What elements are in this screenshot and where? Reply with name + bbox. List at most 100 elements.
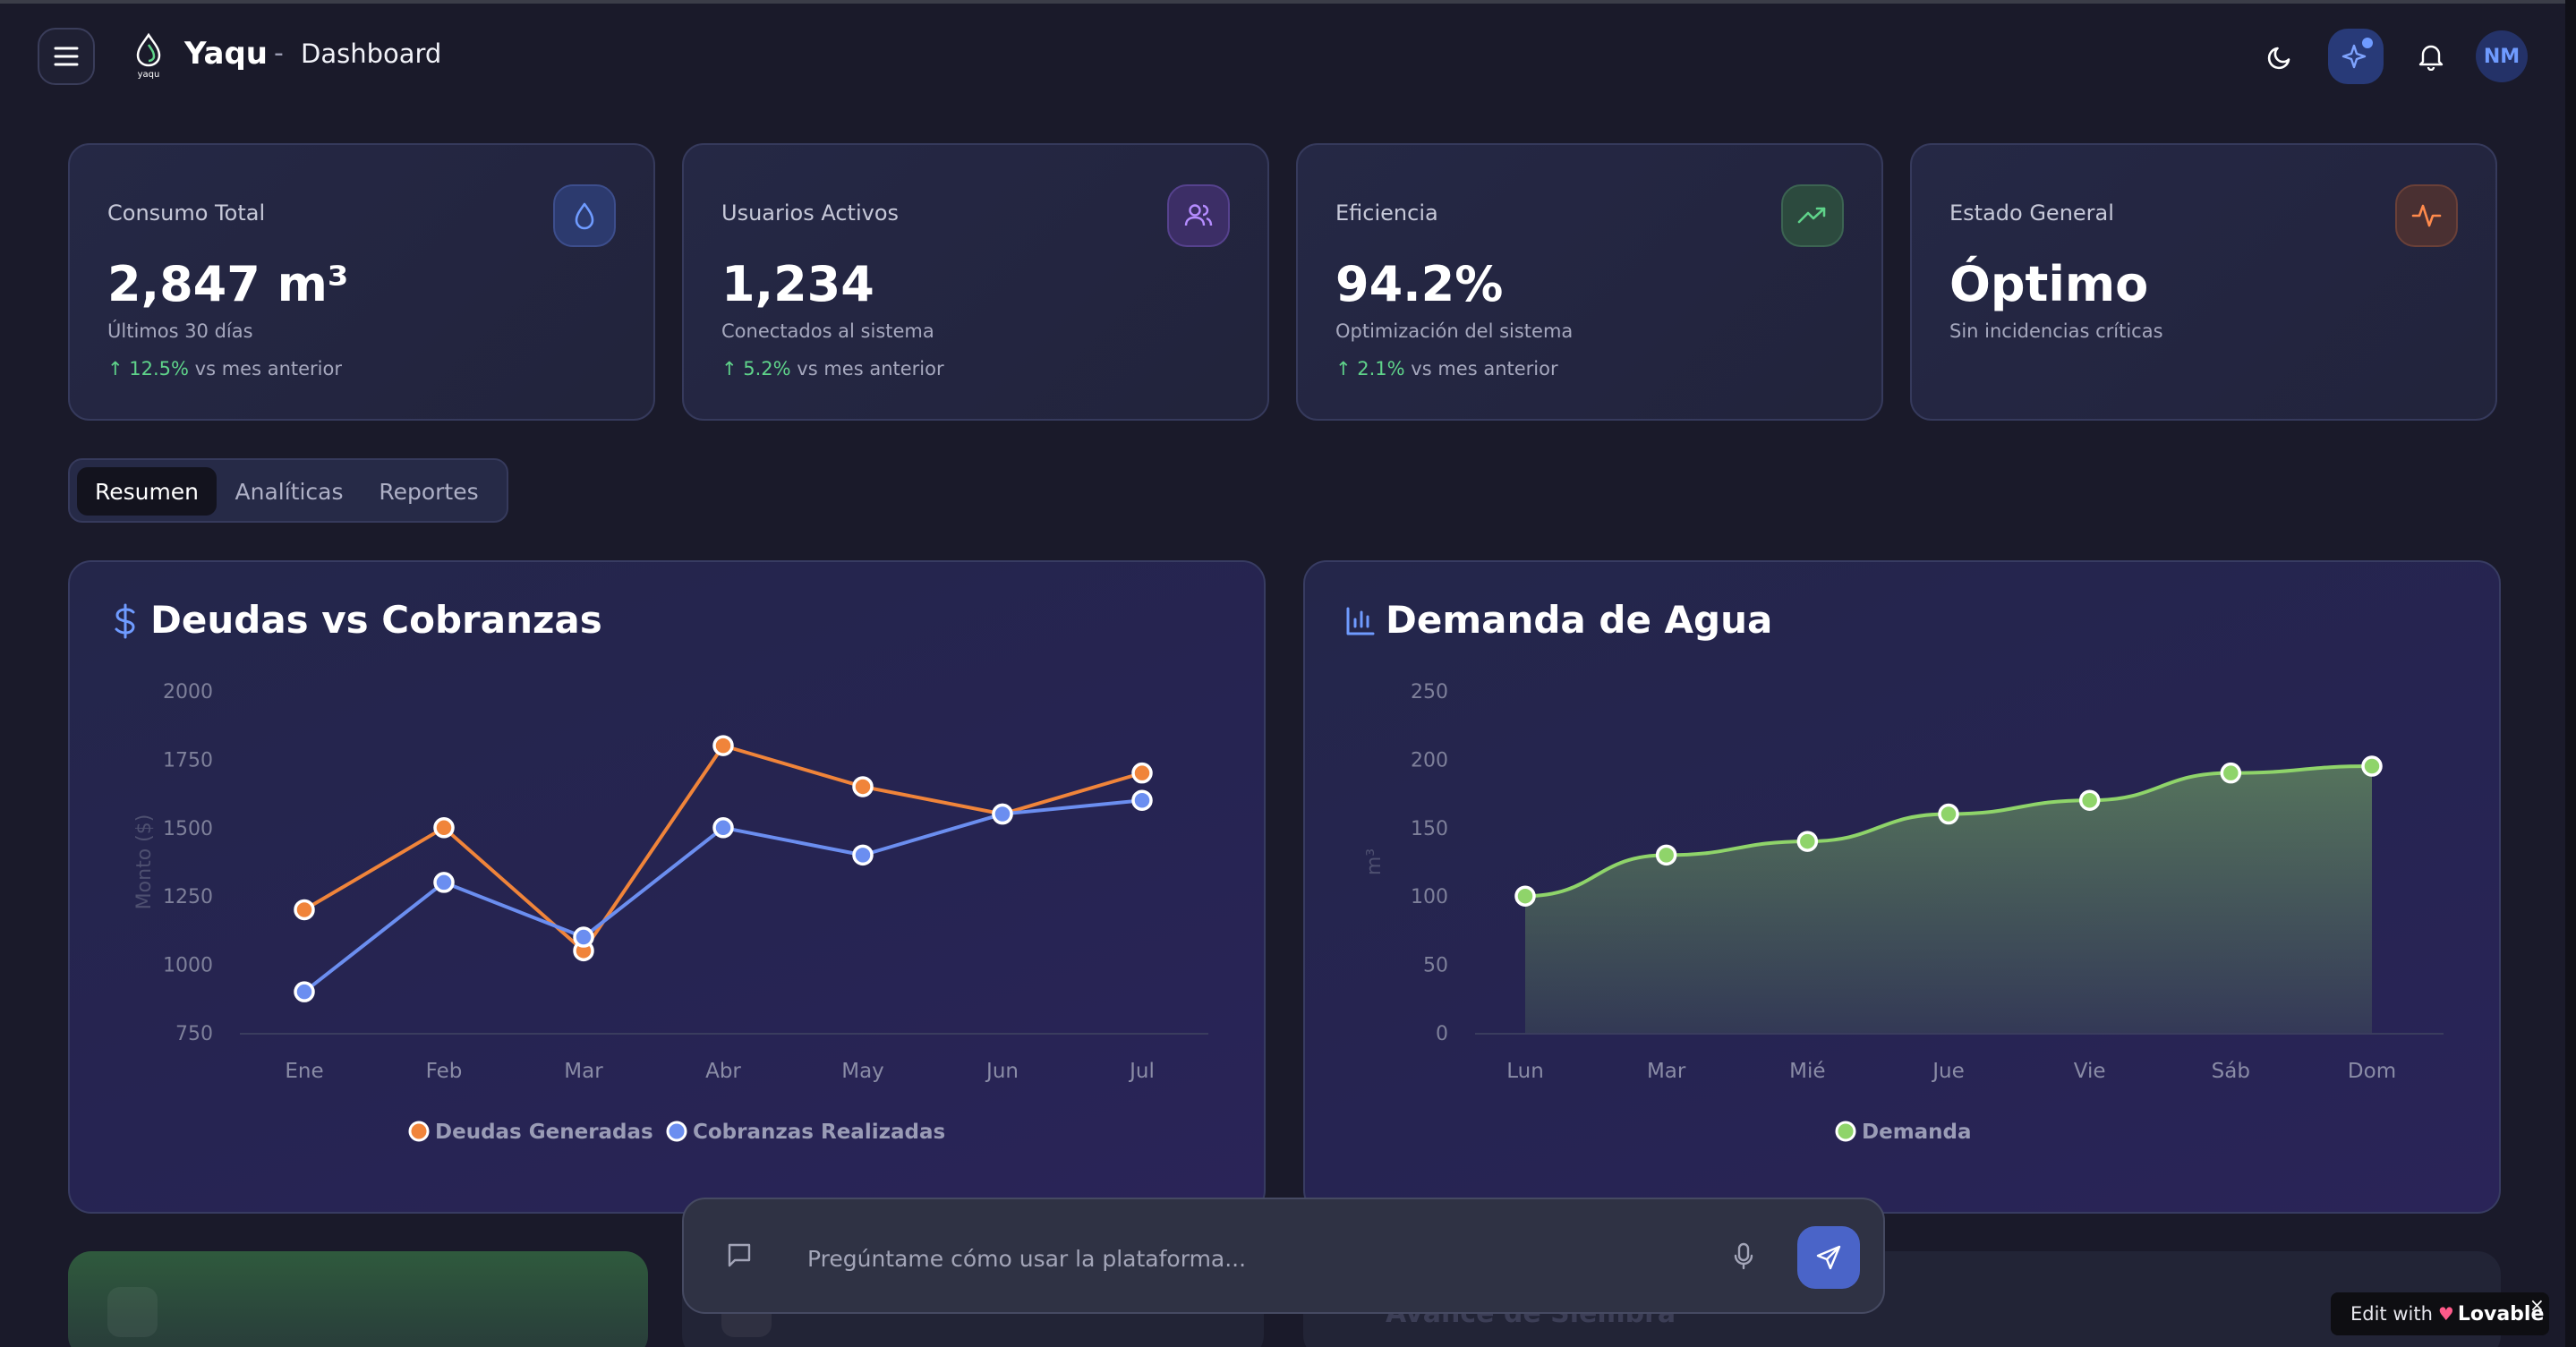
x-tick-label: Sáb [2212,1060,2250,1083]
lovable-heart-icon: ♥ [2437,1303,2454,1325]
trend-change: ↑ 5.2% [721,358,791,379]
notifications-button[interactable] [2403,29,2459,84]
send-button[interactable] [1797,1226,1860,1289]
series-line-0 [303,744,1143,953]
x-tick-label: Mar [1647,1060,1686,1083]
message-square-icon [728,1243,751,1267]
water-demand-chart-panel: Demanda de Agua 0 50 100 150 200 250 Lun Mar Mié… [1303,560,2501,1214]
stat-icon-box [2395,184,2458,247]
series-area [1525,766,2372,1033]
bar-chart-icon [1346,607,1375,635]
data-point [294,899,315,921]
stat-card-estado: Estado General Óptimo Sin incidencias cr… [1910,143,2497,421]
panel-title: Demanda de Agua [1386,598,1773,642]
data-point [2361,755,2383,777]
stat-subtitle: Conectados al sistema [721,320,934,342]
legend-marker [1835,1121,1856,1142]
badge-brand: Lovable [2457,1302,2545,1326]
stat-trend: ↑ 2.1% vs mes anterior [1335,358,1558,379]
y-tick-label: 150 [1411,818,1448,840]
stat-trend: ↑ 12.5% vs mes anterior [107,358,342,379]
x-tick-label: Vie [2074,1060,2106,1083]
data-point [1131,789,1153,811]
trend-change: ↑ 2.1% [1335,358,1405,379]
data-point [1655,844,1677,866]
y-tick-label: 1000 [163,955,213,977]
data-point [992,803,1013,825]
stat-title: Consumo Total [107,200,266,226]
sparkles-icon [2341,44,2367,69]
y-tick-label: 0 [1436,1023,1448,1045]
bottom-card-green [68,1251,648,1347]
trend-suffix: vs mes anterior [790,358,944,379]
y-tick-label: 50 [1423,955,1448,977]
window-top-border [0,0,2576,4]
stat-value: 1,234 [721,256,874,312]
debts-line-chart[interactable]: 750 1000 1250 1500 1750 2000 Ene Feb Mar Abr May Ju… [70,562,1266,1214]
yaqu-logo-icon[interactable]: yaqu [131,32,166,79]
stat-value: 94.2% [1335,256,1504,312]
brand-name[interactable]: Yaqu [184,36,268,72]
microphone-icon [1734,1242,1753,1270]
stat-card-eficiencia: Eficiencia 94.2% Optimización del sistem… [1296,143,1883,421]
page-title: Dashboard [301,38,442,69]
badge-close-button[interactable]: × [2529,1294,2545,1316]
trend-change: ↑ 12.5% [107,358,189,379]
tab-reportes[interactable]: Reportes [379,478,479,505]
x-tick-label: Dom [2348,1060,2396,1083]
notification-dot [2362,38,2373,48]
y-tick-label: 2000 [163,681,213,703]
y-tick-label: 200 [1411,749,1448,772]
x-tick-label: May [841,1060,884,1083]
tab-analiticas[interactable]: Analíticas [235,478,344,505]
trend-suffix: vs mes anterior [1404,358,1558,379]
chat-input[interactable] [807,1233,1488,1283]
stat-card-consumo: Consumo Total 2,847 m³ Últimos 30 días ↑… [68,143,655,421]
bell-icon [2418,45,2444,71]
data-point [852,776,874,797]
stat-card-usuarios: Usuarios Activos 1,234 Conectados al sis… [682,143,1269,421]
stat-subtitle: Últimos 30 días [107,320,253,342]
x-tick-label: Mar [564,1060,603,1083]
stat-icon-box [553,184,616,247]
data-point [852,844,874,866]
send-icon [1816,1245,1841,1270]
stat-value: 2,847 m³ [107,256,349,312]
legend-marker [666,1121,687,1142]
x-tick-label: Jun [985,1060,1019,1083]
x-tick-label: Abr [705,1060,741,1083]
file-icon [107,1287,158,1337]
droplet-icon [575,202,594,230]
theme-toggle-button[interactable] [2253,29,2308,84]
stat-subtitle: Optimización del sistema [1335,320,1574,342]
dollar-icon [115,603,135,639]
stat-trend: ↑ 5.2% vs mes anterior [721,358,944,379]
moon-icon [2267,47,2290,70]
legend-label: Demanda [1862,1121,1972,1144]
menu-button[interactable] [38,28,95,85]
x-tick-label: Mié [1789,1060,1825,1083]
data-point [2220,762,2242,784]
view-tabs: Resumen Analíticas Reportes [68,458,508,523]
data-point [2078,789,2101,811]
scrollbar-track[interactable] [2565,0,2576,1347]
data-point [433,817,455,839]
data-point [1514,885,1536,907]
x-tick-label: Feb [426,1060,463,1083]
users-icon [1184,204,1213,226]
tab-resumen[interactable]: Resumen [77,467,217,516]
edit-with-lovable-badge[interactable]: Edit with ♥ Lovable [2331,1292,2549,1335]
voice-input-button[interactable] [1729,1239,1758,1278]
y-tick-label: 750 [175,1023,213,1045]
user-avatar[interactable]: NM [2476,30,2528,82]
data-point [1938,803,1959,825]
badge-prefix: Edit with [2350,1303,2433,1325]
data-point [1796,831,1819,852]
data-point [294,981,315,1002]
debts-chart-panel: Deudas vs Cobranzas 750 1000 1250 1500 1750 2… [68,560,1266,1214]
stat-title: Estado General [1949,200,2114,226]
data-point [712,817,734,839]
title-separator: - [274,38,284,69]
ai-assistant-button[interactable] [2328,29,2384,84]
